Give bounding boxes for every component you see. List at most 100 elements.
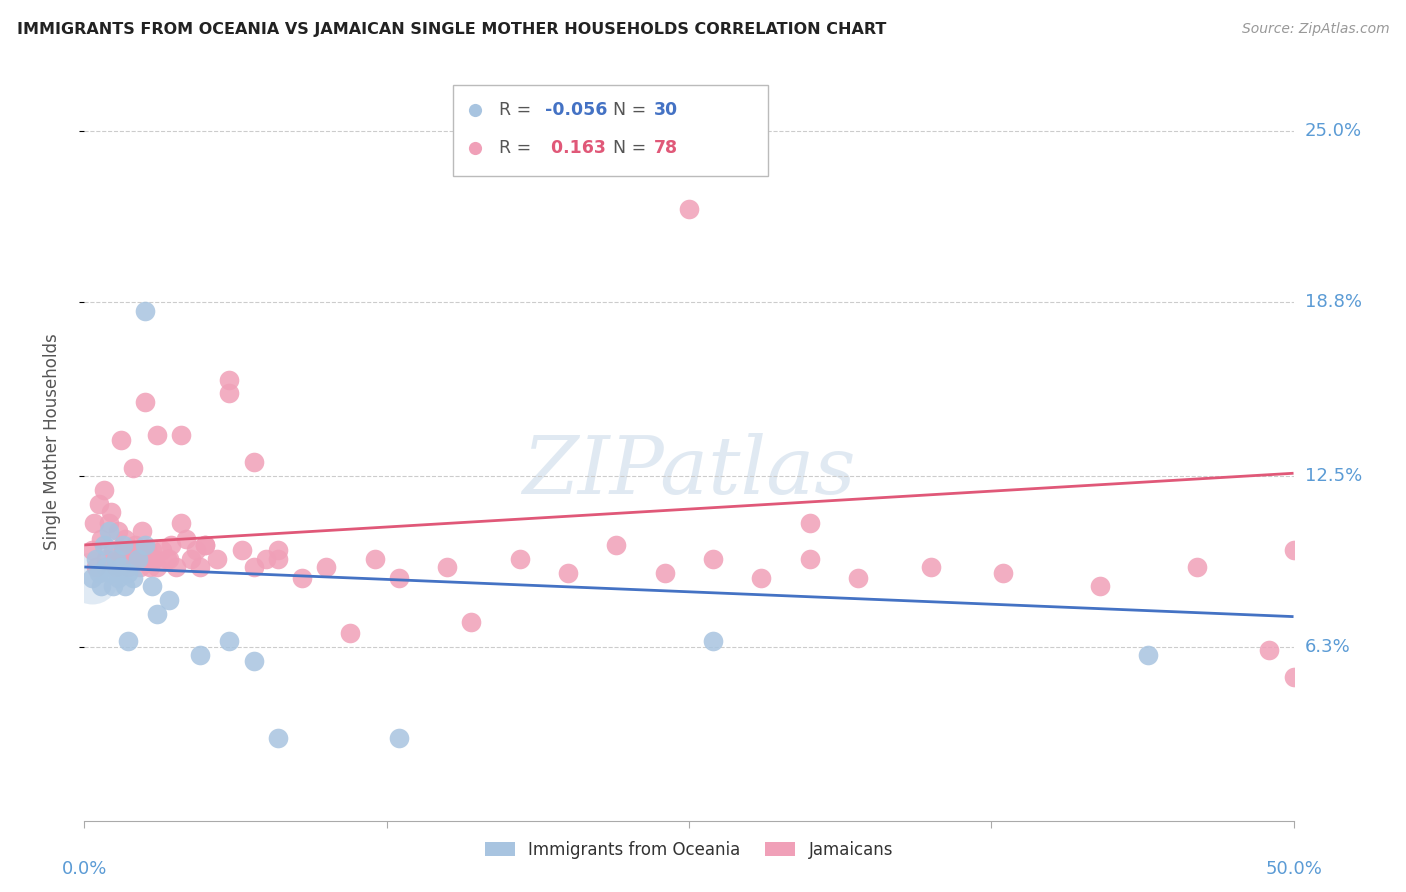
Point: [460, 615, 482, 629]
Point: [93, 538, 115, 552]
Point: [90, 533, 112, 547]
Point: [150, 543, 173, 558]
Point: [1258, 642, 1281, 657]
Point: [110, 433, 132, 447]
Point: [267, 543, 290, 558]
Point: [165, 560, 187, 574]
Point: [104, 551, 127, 566]
Point: [83, 516, 105, 530]
Point: [557, 566, 579, 580]
Point: [1088, 579, 1111, 593]
Point: [315, 560, 337, 574]
Point: [231, 543, 253, 558]
Point: [190, 560, 212, 574]
Point: [184, 543, 207, 558]
Point: [194, 538, 217, 552]
Point: [702, 551, 724, 566]
Text: 30: 30: [654, 101, 678, 120]
Legend: Immigrants from Oceania, Jamaicans: Immigrants from Oceania, Jamaicans: [478, 834, 900, 865]
Point: [388, 571, 411, 585]
Point: [388, 731, 411, 745]
Point: [112, 543, 135, 558]
Point: [112, 538, 135, 552]
Point: [107, 524, 129, 538]
Text: ZIPatlas: ZIPatlas: [522, 434, 856, 510]
Point: [134, 551, 156, 566]
Text: R =: R =: [499, 139, 537, 157]
Point: [254, 551, 277, 566]
Point: [654, 566, 676, 580]
Point: [127, 543, 149, 558]
Point: [80, 543, 103, 558]
Point: [100, 566, 122, 580]
Point: [87, 566, 110, 580]
Point: [190, 648, 212, 663]
Point: [124, 538, 146, 552]
Point: [155, 551, 177, 566]
Point: [134, 538, 156, 552]
Point: [846, 571, 869, 585]
Point: [86, 560, 108, 574]
Point: [218, 372, 240, 386]
Point: [138, 560, 160, 574]
Point: [94, 551, 117, 566]
Point: [920, 560, 942, 574]
Text: 0.163: 0.163: [546, 139, 606, 157]
Text: 25.0%: 25.0%: [1305, 122, 1362, 140]
Text: 0.0%: 0.0%: [62, 860, 107, 878]
Point: [103, 543, 125, 558]
Text: 6.3%: 6.3%: [1305, 638, 1350, 656]
Point: [97, 524, 120, 538]
Point: [114, 579, 136, 593]
Point: [121, 551, 143, 566]
Point: [110, 551, 132, 566]
Point: [242, 654, 264, 668]
Point: [120, 543, 142, 558]
Text: 50.0%: 50.0%: [1265, 860, 1322, 878]
Point: [121, 460, 143, 475]
Point: [131, 524, 153, 538]
Point: [160, 538, 183, 552]
Point: [97, 516, 120, 530]
Point: [103, 579, 125, 593]
Point: [339, 626, 361, 640]
Point: [117, 560, 139, 574]
Text: N =: N =: [602, 101, 651, 120]
Point: [194, 538, 217, 552]
Point: [134, 394, 156, 409]
Point: [146, 607, 169, 621]
Point: [799, 516, 821, 530]
Point: [1282, 543, 1305, 558]
Point: [363, 551, 385, 566]
Point: [678, 202, 700, 216]
Point: [170, 516, 193, 530]
Point: [1137, 648, 1160, 663]
Point: [267, 731, 290, 745]
Point: [110, 560, 132, 574]
FancyBboxPatch shape: [453, 85, 768, 177]
Point: [87, 497, 110, 511]
Point: [146, 427, 169, 442]
Point: [207, 551, 229, 566]
Point: [104, 560, 127, 574]
Point: [242, 560, 264, 574]
Point: [80, 571, 103, 585]
Point: [267, 551, 290, 566]
Point: [90, 579, 112, 593]
Point: [157, 593, 180, 607]
Text: -0.056: -0.056: [546, 101, 607, 120]
Point: [170, 427, 193, 442]
Point: [80, 571, 103, 585]
Point: [93, 483, 115, 497]
Text: 18.8%: 18.8%: [1305, 293, 1361, 311]
Point: [291, 571, 314, 585]
Point: [94, 560, 117, 574]
Text: R =: R =: [499, 101, 537, 120]
Point: [218, 634, 240, 648]
Text: 78: 78: [654, 139, 678, 157]
Point: [751, 571, 773, 585]
Point: [121, 571, 143, 585]
Point: [107, 571, 129, 585]
Point: [134, 303, 156, 318]
Point: [136, 543, 159, 558]
